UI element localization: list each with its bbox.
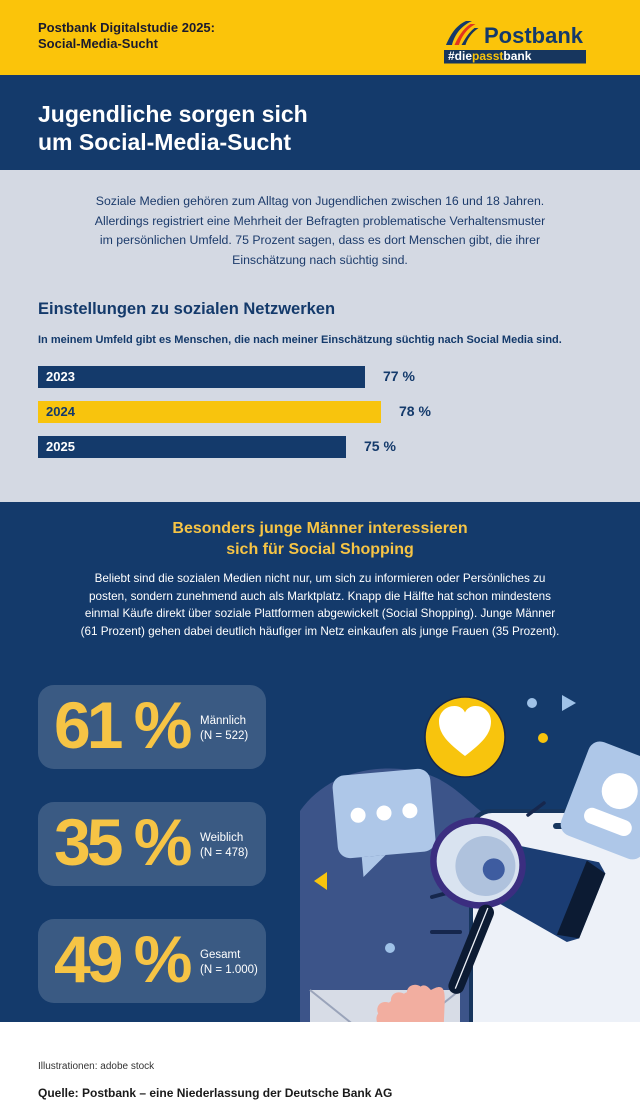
- svg-text:Postbank: Postbank: [484, 23, 584, 48]
- svg-text:#diepasstbank: #diepasstbank: [448, 49, 532, 63]
